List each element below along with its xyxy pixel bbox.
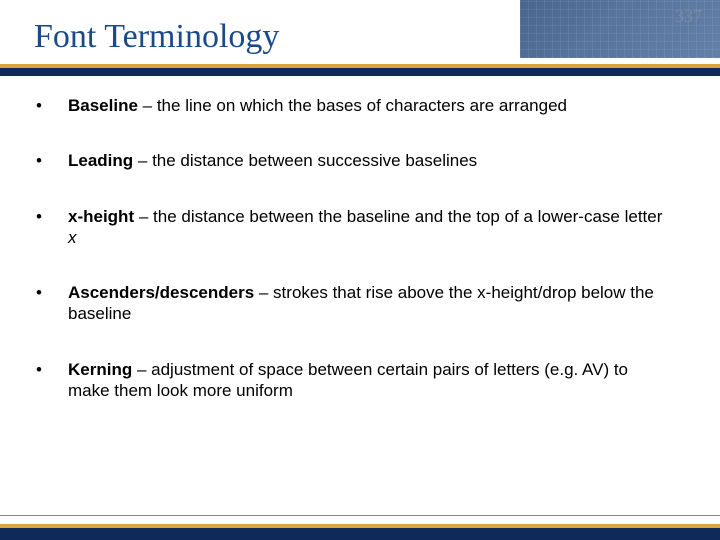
term: Kerning	[68, 360, 132, 379]
term: Ascenders/descenders	[68, 283, 254, 302]
list-item: • Leading – the distance between success…	[32, 150, 664, 171]
list-item-text: Baseline – the line on which the bases o…	[68, 95, 664, 116]
definition: – adjustment of space between certain pa…	[68, 360, 628, 400]
header-rule-navy	[0, 68, 720, 76]
definition: – the distance between successive baseli…	[133, 151, 477, 170]
list-item-text: Ascenders/descenders – strokes that rise…	[68, 282, 664, 325]
definition: – the line on which the bases of charact…	[138, 96, 567, 115]
footer-rule-thin	[0, 515, 720, 516]
bullet-icon: •	[32, 282, 68, 325]
bullet-list: • Baseline – the line on which the bases…	[32, 95, 664, 435]
bullet-icon: •	[32, 150, 68, 171]
definition-italic: x	[68, 228, 77, 247]
definition: – the distance between the baseline and …	[134, 207, 662, 226]
bullet-icon: •	[32, 95, 68, 116]
term: Leading	[68, 151, 133, 170]
term: x-height	[68, 207, 134, 226]
list-item-text: Leading – the distance between successiv…	[68, 150, 664, 171]
list-item: • Baseline – the line on which the bases…	[32, 95, 664, 116]
term: Baseline	[68, 96, 138, 115]
list-item-text: Kerning – adjustment of space between ce…	[68, 359, 664, 402]
list-item-text: x-height – the distance between the base…	[68, 206, 664, 249]
page-number: 337	[675, 6, 702, 27]
bullet-icon: •	[32, 359, 68, 402]
bullet-icon: •	[32, 206, 68, 249]
list-item: • Kerning – adjustment of space between …	[32, 359, 664, 402]
list-item: • Ascenders/descenders – strokes that ri…	[32, 282, 664, 325]
list-item: • x-height – the distance between the ba…	[32, 206, 664, 249]
slide-title: Font Terminology	[34, 18, 279, 56]
footer-rule-navy	[0, 528, 720, 540]
